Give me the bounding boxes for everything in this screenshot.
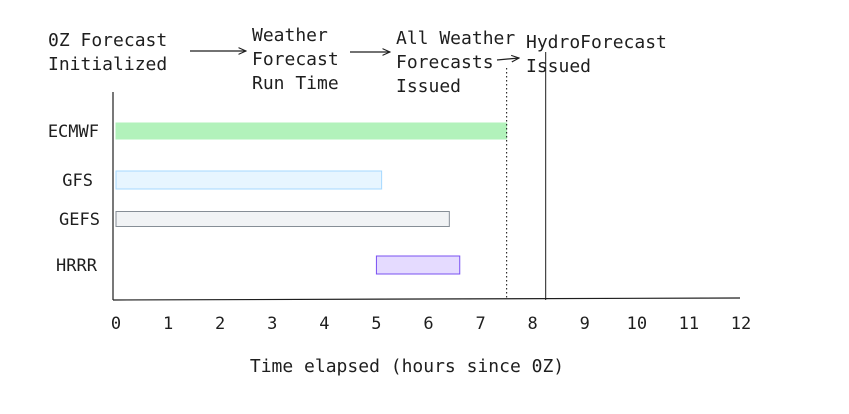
bar [375,255,461,275]
category-label: GFS [62,171,93,191]
x-tick-label: 9 [580,314,590,334]
x-tick-label: 7 [475,314,485,334]
category-label: GEFS [59,210,100,230]
stage-label: All Weather Forecasts Issued [396,28,515,97]
flow-arrow [496,58,519,60]
stage-label: Weather Forecast Run Time [252,25,339,94]
x-tick-label: 2 [215,314,225,334]
x-axis-title: Time elapsed (hours since 0Z) [250,356,564,377]
x-tick-label: 6 [423,314,433,334]
process-stages: 0Z Forecast Initialized Weather Forecast Run… [48,25,667,97]
category-label: HRRR [56,256,98,276]
x-tick-label: 3 [267,314,277,334]
axes-group: Time elapsed (hours since 0Z) [112,92,741,377]
markers-group [506,52,547,300]
x-tick-label: 4 [319,314,329,334]
bars-group: ECMWF GFS GEFS HRRR [48,122,508,276]
stage-label: 0Z Forecast Initialized [48,30,167,75]
x-tick-label: 5 [371,314,381,334]
x-tick-label: 12 [731,314,751,334]
x-tick-label: 10 [627,314,647,334]
stage-label: HydroForecast Issued [526,32,667,77]
x-tick-label: 0 [111,314,121,334]
x-tick-label: 8 [528,314,538,334]
category-label: ECMWF [48,122,99,142]
x-tick-labels: 0 1 2 3 4 5 6 7 8 9 10 11 12 [111,314,751,334]
bar [115,122,508,140]
bar [115,170,383,190]
bar [115,211,450,227]
x-axis-line [112,297,741,301]
x-tick-label: 1 [163,314,173,334]
x-tick-label: 11 [679,314,699,334]
